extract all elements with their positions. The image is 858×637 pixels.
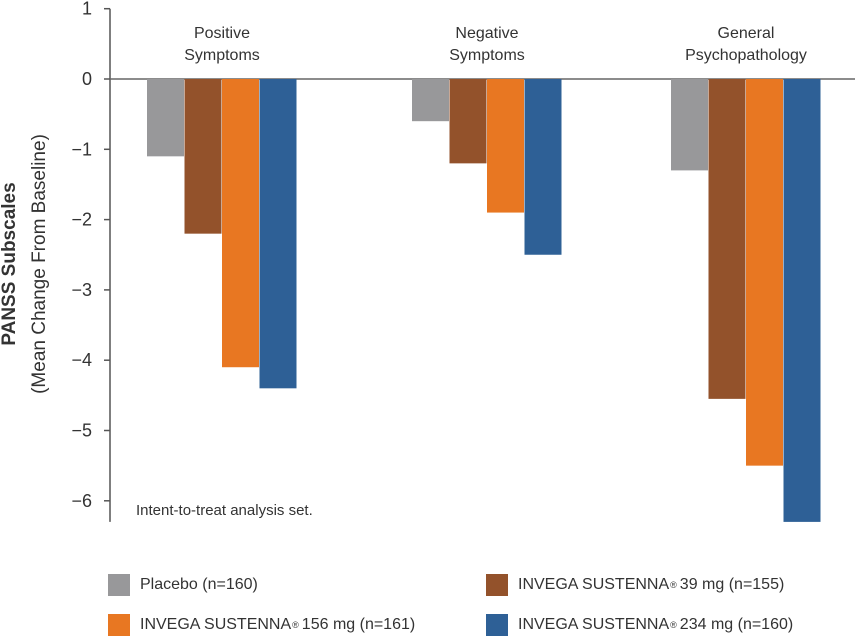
legend-label-39mg-brand: INVEGA SUSTENNA xyxy=(518,576,670,593)
y-axis-title: PANSS Subscales xyxy=(0,182,20,345)
legend-label-234mg-brand: INVEGA SUSTENNA xyxy=(518,616,670,633)
bar xyxy=(708,79,746,399)
y-tick-label: −6 xyxy=(71,491,92,511)
bars xyxy=(147,79,821,522)
y-tick-label: −4 xyxy=(71,350,92,370)
y-axis-subtitle: (Mean Change From Baseline) xyxy=(29,134,50,394)
legend-swatch-placebo xyxy=(108,574,130,596)
legend: Placebo (n=160) INVEGA SUSTENNA ® 39 mg (n… xyxy=(0,560,858,637)
category-label: Positive xyxy=(194,25,250,42)
bar xyxy=(746,79,783,466)
legend-item-placebo: Placebo (n=160) xyxy=(108,574,258,596)
category-label: General xyxy=(718,25,775,42)
legend-label-156mg-dose: 156 mg (n=161) xyxy=(301,616,416,633)
legend-label-39mg-reg: ® xyxy=(670,580,677,590)
bar xyxy=(184,79,222,234)
legend-item-234mg: INVEGA SUSTENNA ® 234 mg (n=160) xyxy=(486,614,793,636)
category-labels: Positive Symptoms Negative Symptoms General P… xyxy=(184,25,807,64)
legend-swatch-234mg xyxy=(486,614,508,636)
y-tick-label: −3 xyxy=(71,280,92,300)
legend-label-156mg-reg: ® xyxy=(292,620,299,630)
category-label: Negative xyxy=(455,25,518,42)
y-tick-label: −5 xyxy=(71,421,92,441)
y-tick-label: −2 xyxy=(71,210,92,230)
bar xyxy=(412,79,449,122)
category-label: Psychopathology xyxy=(685,47,807,64)
bar xyxy=(449,79,487,164)
bar xyxy=(671,79,708,171)
bar-chart: 1 0 −1 −2 −3 −4 −5 −6 Positive Symptoms Negative S… xyxy=(0,0,855,522)
y-tick-label: −1 xyxy=(71,139,92,159)
bar xyxy=(524,79,562,255)
legend-label-234mg-dose: 234 mg (n=160) xyxy=(679,616,794,633)
legend-item-156mg: INVEGA SUSTENNA ® 156 mg (n=161) xyxy=(108,614,415,636)
bar xyxy=(259,79,297,389)
category-label: Symptoms xyxy=(449,47,525,64)
bar xyxy=(487,79,524,213)
legend-swatch-39mg xyxy=(486,574,508,596)
legend-label-156mg-brand: INVEGA SUSTENNA xyxy=(140,616,292,633)
annotation-note: Intent-to-treat analysis set. xyxy=(136,502,313,519)
bar xyxy=(147,79,184,157)
category-label: Symptoms xyxy=(184,47,260,64)
legend-swatch-156mg xyxy=(108,614,130,636)
legend-label-placebo: Placebo (n=160) xyxy=(140,576,258,593)
y-tick-label: 0 xyxy=(82,69,92,89)
bar xyxy=(222,79,259,368)
legend-item-39mg: INVEGA SUSTENNA ® 39 mg (n=155) xyxy=(486,574,784,596)
y-tick-label: 1 xyxy=(82,0,92,19)
legend-label-39mg-dose: 39 mg (n=155) xyxy=(679,576,785,593)
bar xyxy=(783,79,821,522)
legend-label-234mg-reg: ® xyxy=(670,620,677,630)
